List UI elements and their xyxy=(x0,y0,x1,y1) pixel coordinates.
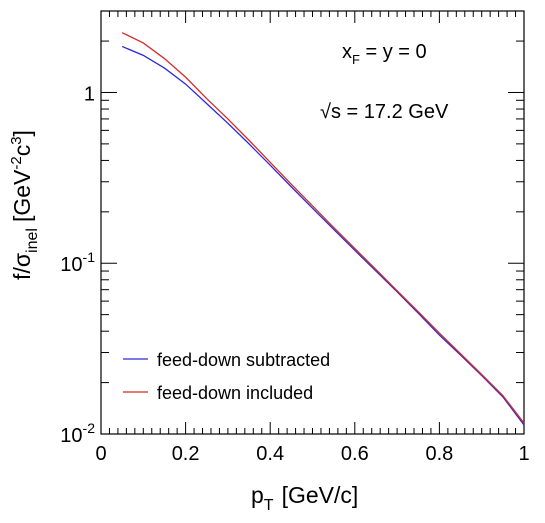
y-tick-label-exponent: -2 xyxy=(83,420,96,436)
x-axis-label-sub: T xyxy=(264,497,274,514)
y-axis-label-unit-close: ] xyxy=(9,130,35,136)
legend-label-included: feed-down included xyxy=(157,383,313,403)
legend: feed-down subtracted feed-down included xyxy=(123,350,330,403)
axis-ticks xyxy=(100,10,525,435)
x-axis-label-main: p xyxy=(251,482,264,508)
series-line-feed-down-subtracted xyxy=(121,45,525,426)
legend-label-subtracted: feed-down subtracted xyxy=(157,350,330,370)
y-axis-label-main: f/σ xyxy=(9,253,35,280)
y-axis-label-exp1: -2 xyxy=(8,156,25,169)
x-tick-labels: 0 0.2 0.4 0.6 0.8 1 xyxy=(95,443,529,465)
y-tick-labels: 10-210-11 xyxy=(60,83,95,447)
x-axis-label: pT [GeV/c] xyxy=(251,482,358,514)
x-tick-label: 1 xyxy=(518,443,529,465)
series-line-feed-down-included xyxy=(121,32,525,424)
y-tick-label: 1 xyxy=(84,83,95,105)
y-tick-label: 10-1 xyxy=(60,249,95,276)
annotation-xf: xF = y = 0 xyxy=(342,41,427,67)
x-axis-label-rest: [GeV/c] xyxy=(282,482,359,508)
plot-frame xyxy=(100,10,525,435)
y-tick-label-exponent: -1 xyxy=(83,249,96,265)
y-tick-label-base: 10 xyxy=(60,254,82,276)
annotation-sqrt-s-rest: s = 17.2 GeV xyxy=(331,101,449,123)
annotation-sqrt-symbol: √ xyxy=(320,101,331,123)
y-axis-label: f/σinel [GeV-2c3] xyxy=(8,130,41,280)
y-axis-label-unit-open: [GeV xyxy=(9,169,35,222)
x-tick-label: 0.2 xyxy=(172,443,200,465)
x-tick-label: 0.4 xyxy=(256,443,284,465)
y-axis-label-mid: c xyxy=(9,145,35,157)
series-lines xyxy=(121,32,525,426)
annotation-xf-sub: F xyxy=(352,52,360,67)
y-tick-label: 10-2 xyxy=(60,420,95,447)
annotation-sqrt-s: √s = 17.2 GeV xyxy=(320,101,449,123)
y-tick-label-base: 1 xyxy=(84,83,95,105)
x-tick-label: 0.6 xyxy=(341,443,369,465)
y-axis-label-exp2: 3 xyxy=(8,136,25,144)
x-tick-label: 0 xyxy=(95,443,106,465)
annotation-xf-rest: = y = 0 xyxy=(360,41,427,63)
x-tick-label: 0.8 xyxy=(425,443,453,465)
y-tick-label-base: 10 xyxy=(60,425,82,447)
annotation-xf-main: x xyxy=(342,41,352,63)
y-axis-label-sub: inel xyxy=(24,228,41,253)
